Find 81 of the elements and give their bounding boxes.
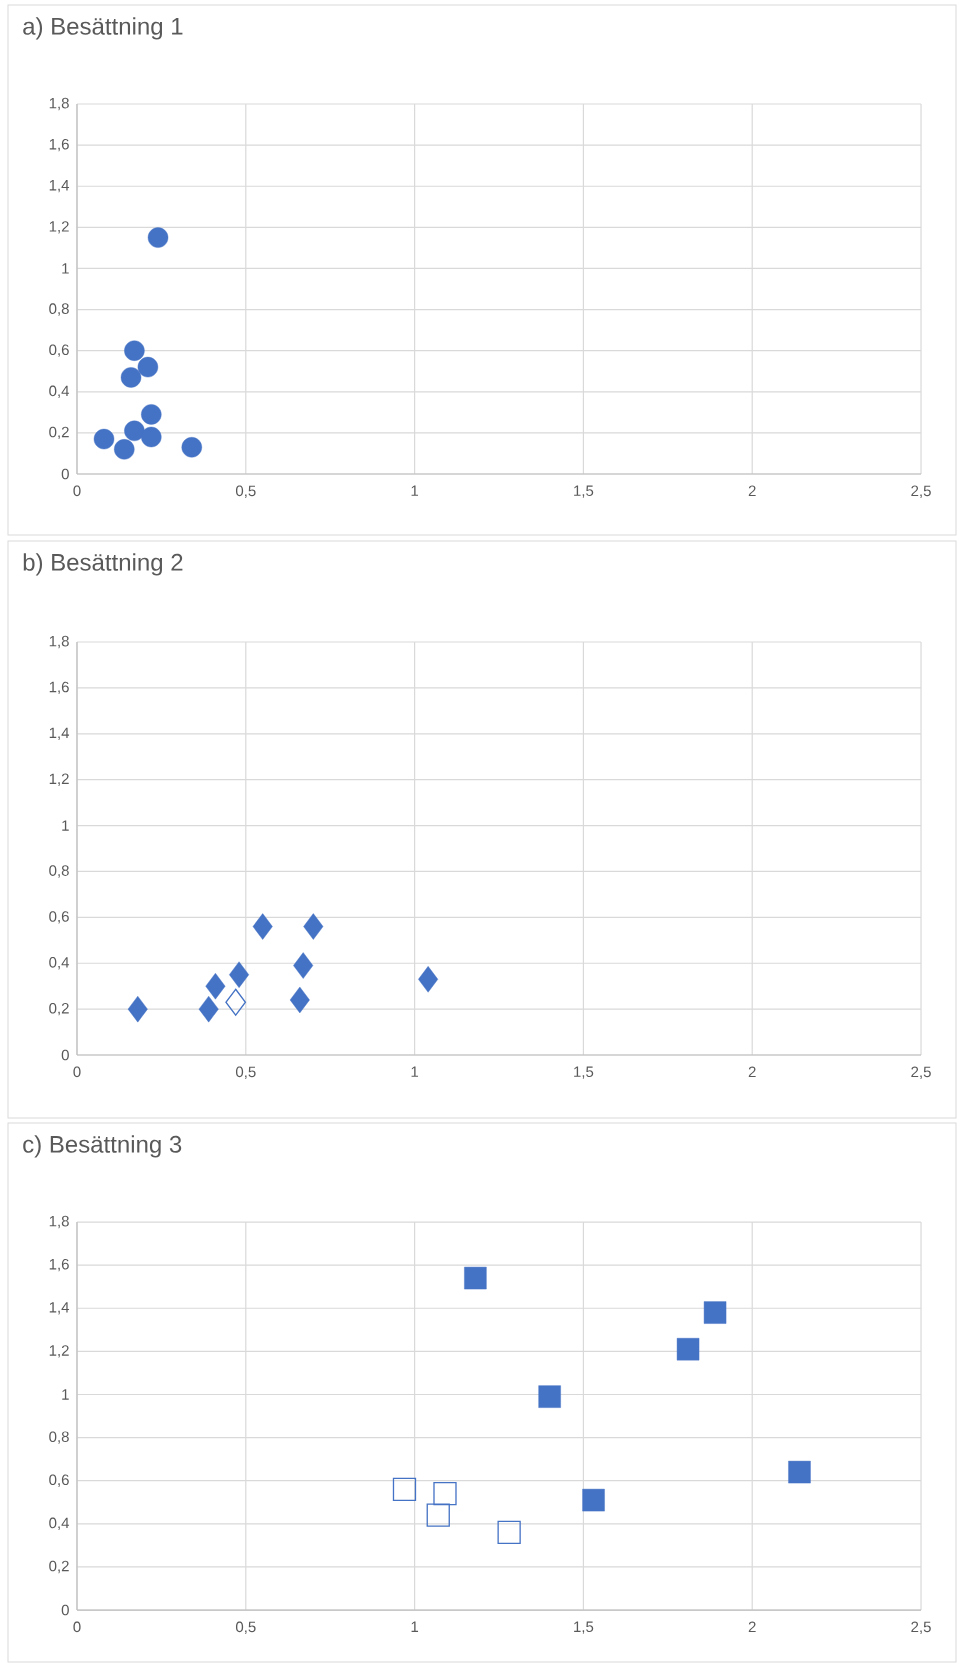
point xyxy=(703,1301,727,1324)
y-tick-label: 1,2 xyxy=(49,773,69,786)
x-tick-label: 2,5 xyxy=(911,485,931,498)
y-tick-label: 1,4 xyxy=(49,1302,70,1315)
chart-title: a) Besättning 1 xyxy=(23,17,183,40)
point xyxy=(198,995,219,1023)
y-tick-label: 0,2 xyxy=(49,426,69,440)
y-tick-label: 0,2 xyxy=(49,1560,69,1574)
x-tick-label: 2 xyxy=(748,1066,756,1078)
x-tick-label: 1,5 xyxy=(574,1066,594,1079)
point xyxy=(127,995,148,1023)
x-tick-label: 0,5 xyxy=(235,485,256,498)
y-tick-label: 1,4 xyxy=(49,180,70,193)
point xyxy=(252,913,273,940)
point xyxy=(289,986,310,1014)
point xyxy=(93,428,115,450)
y-tick-label: 1,2 xyxy=(49,221,69,234)
point xyxy=(141,404,162,425)
chart-title: b) Besättning 2 xyxy=(23,553,183,576)
y-tick-label: 1 xyxy=(62,820,69,831)
x-tick-label: 0,5 xyxy=(235,1066,256,1079)
y-tick-label: 0,8 xyxy=(49,865,69,878)
y-tick-label: 0,8 xyxy=(49,303,69,316)
point xyxy=(303,913,324,940)
point xyxy=(676,1338,700,1361)
y-tick-label: 1,4 xyxy=(49,727,70,740)
x-tick-label: 0 xyxy=(73,485,81,497)
point xyxy=(141,426,162,448)
point xyxy=(181,437,202,458)
x-tick-label: 2 xyxy=(748,1621,756,1633)
point xyxy=(293,952,314,979)
y-tick-label: 1,2 xyxy=(49,1345,69,1358)
y-tick-label: 1,8 xyxy=(49,1215,69,1229)
point xyxy=(114,439,135,460)
point xyxy=(225,988,247,1016)
y-tick-label: 0,6 xyxy=(49,344,69,357)
point xyxy=(464,1266,487,1290)
x-tick-label: 0 xyxy=(73,1066,81,1078)
point xyxy=(788,1460,811,1484)
x-tick-label: 2,5 xyxy=(911,1621,931,1634)
y-tick-label: 0 xyxy=(61,468,69,480)
x-tick-label: 1 xyxy=(411,1066,419,1077)
point xyxy=(147,227,169,248)
x-tick-label: 1,5 xyxy=(574,485,594,498)
x-tick-label: 1 xyxy=(411,485,419,496)
point xyxy=(418,966,439,993)
y-tick-label: 1,6 xyxy=(49,1258,69,1272)
y-tick-label: 0,8 xyxy=(49,1431,69,1444)
point xyxy=(582,1488,605,1512)
y-tick-label: 0,4 xyxy=(49,1517,70,1531)
y-tick-label: 1 xyxy=(62,1389,69,1400)
chart-title: c) Besättning 3 xyxy=(23,1135,182,1158)
point xyxy=(137,356,159,378)
point xyxy=(124,340,145,361)
point xyxy=(229,961,249,988)
x-tick-label: 1 xyxy=(411,1621,419,1632)
y-tick-label: 1,8 xyxy=(49,97,69,111)
y-tick-label: 0,2 xyxy=(49,1002,69,1016)
y-tick-label: 0,4 xyxy=(49,385,70,398)
point xyxy=(538,1385,561,1408)
point xyxy=(120,367,142,388)
point xyxy=(205,972,226,1000)
y-tick-label: 1,6 xyxy=(49,681,69,695)
y-tick-label: 0,6 xyxy=(49,911,69,924)
point xyxy=(392,1477,417,1501)
point xyxy=(124,420,145,442)
y-tick-label: 1,6 xyxy=(49,138,69,152)
point xyxy=(426,1503,450,1527)
x-tick-label: 2 xyxy=(748,485,756,497)
x-tick-label: 2,5 xyxy=(911,1066,931,1079)
x-tick-label: 0,5 xyxy=(235,1621,256,1634)
y-tick-label: 1 xyxy=(62,263,69,274)
y-tick-label: 1,8 xyxy=(49,635,69,649)
point xyxy=(433,1481,457,1506)
x-tick-label: 0 xyxy=(73,1621,81,1633)
y-tick-label: 0 xyxy=(61,1604,69,1616)
y-tick-label: 0 xyxy=(61,1049,69,1061)
point xyxy=(497,1520,521,1545)
x-tick-label: 1,5 xyxy=(574,1621,594,1634)
y-tick-label: 0,6 xyxy=(49,1474,69,1487)
y-tick-label: 0,4 xyxy=(49,957,70,970)
